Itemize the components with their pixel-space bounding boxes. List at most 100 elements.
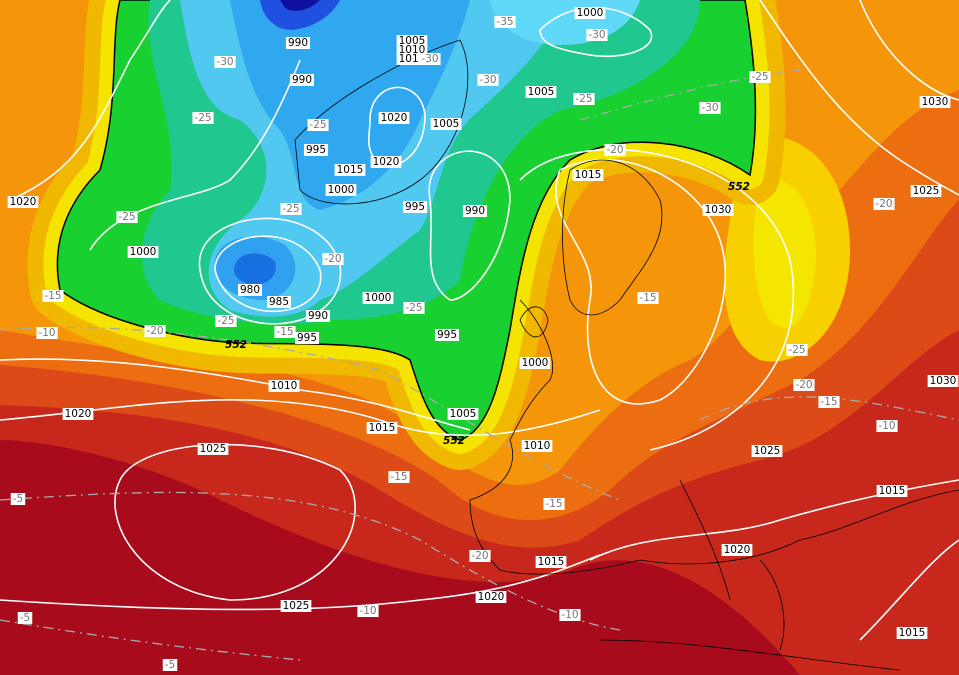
- temperature-label: -20: [875, 198, 892, 210]
- temperature-label: -25: [282, 203, 299, 215]
- label-box: [475, 591, 507, 603]
- pressure-label: 995: [437, 329, 457, 341]
- coastlines: [294, 39, 959, 671]
- label-box: [535, 556, 567, 568]
- label-box: [274, 326, 296, 338]
- temperature-label: -10: [359, 605, 376, 617]
- label-box: [586, 29, 608, 41]
- pressure-label: 1020: [65, 408, 92, 420]
- pressure-label: 995: [306, 144, 326, 156]
- label-box: [873, 198, 895, 210]
- pressure-label: 1010: [271, 380, 298, 392]
- temperature-label: -5: [20, 612, 30, 624]
- label-box: [927, 375, 959, 387]
- temperature-label: -20: [795, 379, 812, 391]
- temperature-label: -25: [788, 344, 805, 356]
- label-box: [280, 600, 312, 612]
- label-box: [572, 169, 604, 181]
- label-box: [144, 325, 166, 337]
- pressure-label: 1030: [922, 96, 949, 108]
- temperature-label: -25: [118, 211, 135, 223]
- pressure-label: 990: [308, 310, 328, 322]
- temperature-label: -5: [165, 659, 175, 671]
- label-box: [362, 292, 394, 304]
- pressure-label: 1015: [879, 485, 906, 497]
- label-box: [17, 612, 33, 624]
- pressure-label: 1025: [913, 185, 940, 197]
- thickness-label: 552: [225, 339, 247, 351]
- label-box: [430, 118, 462, 130]
- pressure-label: 1010: [524, 440, 551, 452]
- label-box: [419, 53, 441, 65]
- label-box: [876, 420, 898, 432]
- pressure-label: 1020: [478, 591, 505, 603]
- label-box: [322, 253, 344, 265]
- temperature-label: -35: [496, 16, 513, 28]
- pressure-label: 1030: [930, 375, 957, 387]
- label-box: [574, 7, 606, 19]
- label-box: [573, 93, 595, 105]
- label-box: [366, 422, 398, 434]
- pressure-label: 1015: [337, 164, 364, 176]
- pressure-label: 1025: [283, 600, 310, 612]
- label-box: [793, 379, 815, 391]
- label-box: [818, 396, 840, 408]
- pressure-label: 1030: [705, 204, 732, 216]
- pressure-label: 1015: [575, 169, 602, 181]
- pressure-label: 1005: [450, 408, 477, 420]
- label-box: [477, 74, 499, 86]
- pressure-label: 1000: [577, 7, 604, 19]
- label-box: [370, 156, 402, 168]
- label-box: [325, 184, 357, 196]
- label-box: [749, 71, 771, 83]
- temperature-label: -15: [44, 290, 61, 302]
- label-box: [307, 119, 329, 131]
- label-box: [285, 37, 311, 49]
- label-box: [559, 609, 581, 621]
- contour-labels: 1000 990 990 1005 1010 1015 1020 1005 1005 995 101…: [7, 7, 959, 671]
- pressure-label: 1025: [754, 445, 781, 457]
- label-box: [357, 605, 379, 617]
- label-box: [334, 164, 366, 176]
- label-box: [303, 144, 329, 156]
- temperature-label: -10: [38, 327, 55, 339]
- pressure-label: 1000: [130, 246, 157, 258]
- temperature-label: -30: [701, 102, 718, 114]
- temperature-label: -15: [276, 326, 293, 338]
- temperature-label: -25: [194, 112, 211, 124]
- label-box: [10, 493, 26, 505]
- label-box: [388, 471, 410, 483]
- temp-band: [753, 178, 816, 328]
- pressure-label: 1015: [369, 422, 396, 434]
- temperature-label: -5: [13, 493, 23, 505]
- label-box: [403, 302, 425, 314]
- label-box: [378, 112, 410, 124]
- label-box: [896, 627, 928, 639]
- pressure-label: 980: [240, 284, 260, 296]
- label-box: [42, 290, 64, 302]
- temperature-label: -10: [878, 420, 895, 432]
- label-box: [699, 102, 721, 114]
- label-box: [637, 292, 659, 304]
- pressure-label: 995: [405, 201, 425, 213]
- thickness-label: 552: [443, 435, 465, 447]
- temperature-label: -30: [216, 56, 233, 68]
- label-box: [305, 310, 331, 322]
- label-box: [215, 315, 237, 327]
- pressure-label: 990: [288, 37, 308, 49]
- temperature-label: -10: [561, 609, 578, 621]
- temperature-label: -25: [217, 315, 234, 327]
- label-box: [751, 445, 783, 457]
- temperature-label: -15: [545, 498, 562, 510]
- temperature-label: -20: [606, 144, 623, 156]
- pressure-label: 985: [269, 296, 289, 308]
- label-box: [268, 380, 300, 392]
- pressure-label: 1005: [528, 86, 555, 98]
- pressure-label: 1020: [373, 156, 400, 168]
- temperature-label: -20: [471, 550, 488, 562]
- pressure-label: 1015: [399, 53, 426, 65]
- pressure-label: 1025: [200, 443, 227, 455]
- label-box: [721, 544, 753, 556]
- pressure-label: 995: [297, 332, 317, 344]
